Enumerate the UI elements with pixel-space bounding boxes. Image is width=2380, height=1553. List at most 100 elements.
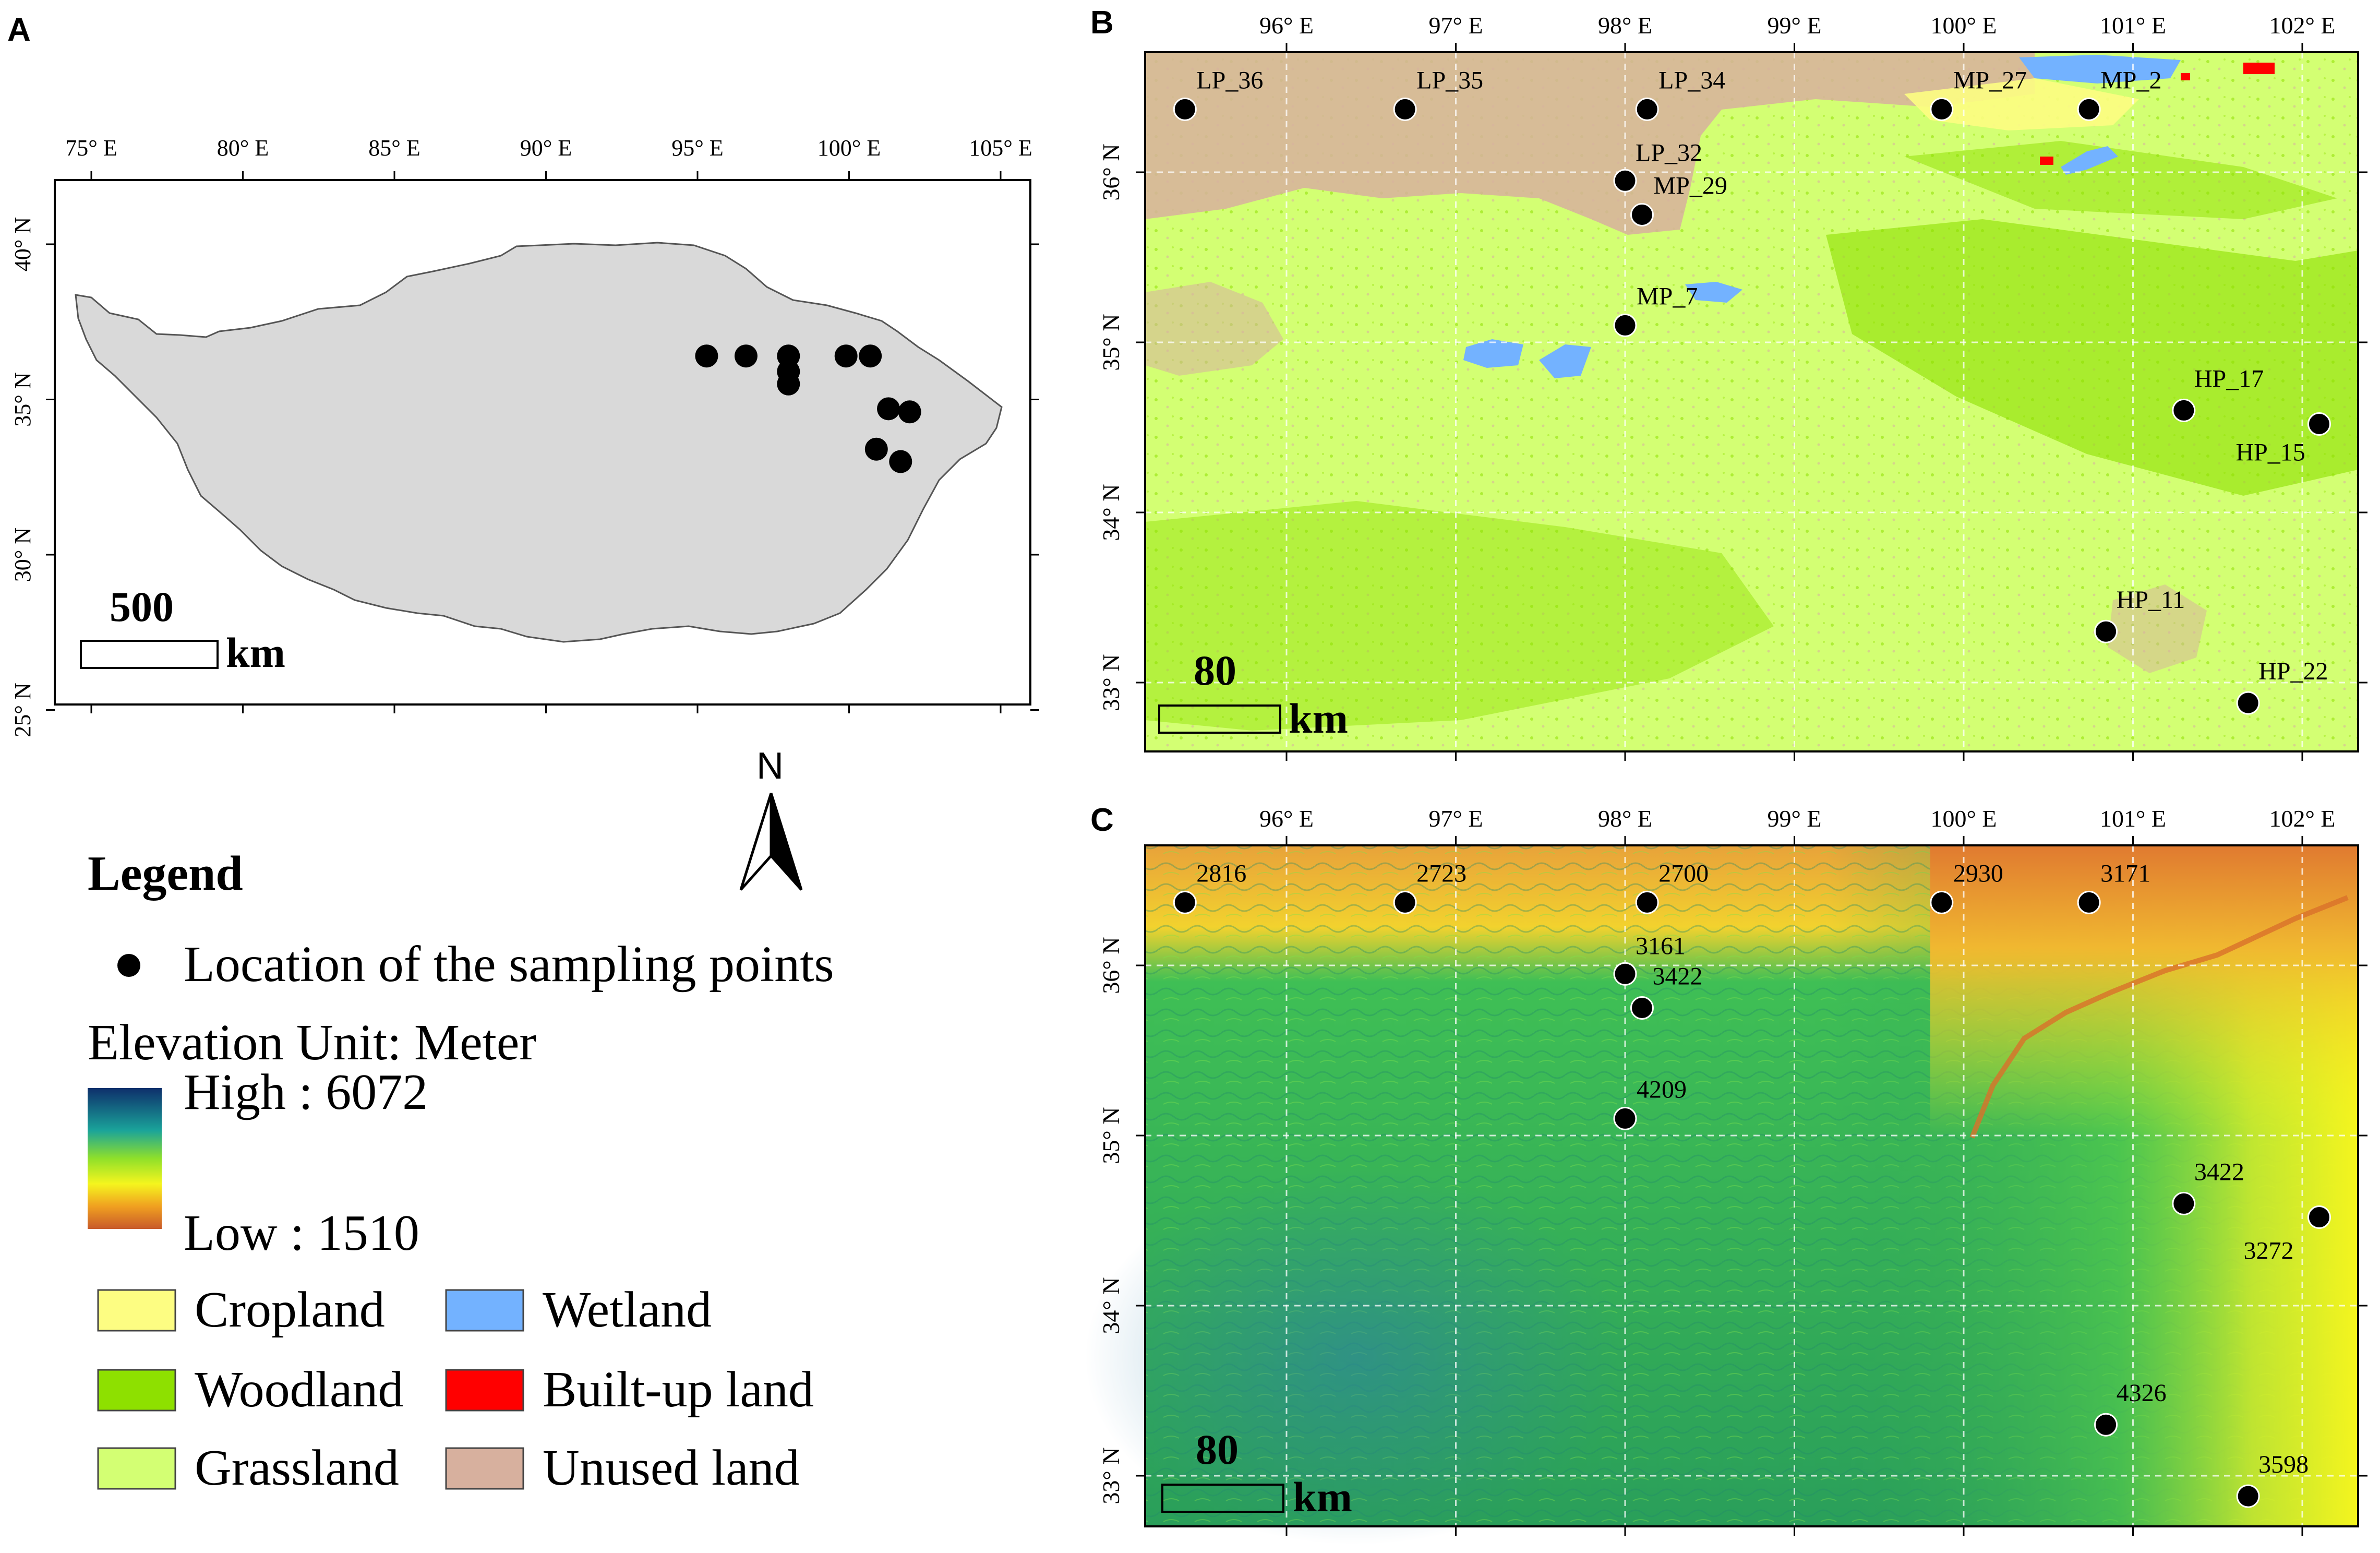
panel-a-scale-unit: km <box>226 629 285 676</box>
woodland-south <box>1145 501 1774 731</box>
panel-a-lat-label: 30° N <box>10 528 35 582</box>
legend-swatch-woodland <box>97 1369 176 1412</box>
panel-b-lat-label: 36° N <box>1098 144 1124 200</box>
legend-swatch-cropland <box>97 1289 176 1332</box>
panel-b-landuse-map: 96° E 97° E 98° E 99° E 100° E 101° E 102° E 36… <box>1098 12 2367 761</box>
panel-c-lat-label: 36° N <box>1098 937 1124 994</box>
panel-c-sampling-point <box>1173 890 1197 914</box>
panel-c-point-label: 3161 <box>1636 932 1686 960</box>
panel-b-point-label: HP_11 <box>2117 586 2185 614</box>
panel-b-axis-ticks: 96° E 97° E 98° E 99° E 100° E 101° E 102° E 36… <box>1098 12 2367 761</box>
panel-a-lon-label: 95° E <box>671 135 723 161</box>
panel-a-lat-label: 35° N <box>10 372 35 426</box>
legend-class-label: Woodland <box>195 1361 403 1418</box>
panel-b-sampling-point <box>1635 97 1659 121</box>
panel-b-sampling-point <box>2094 619 2118 643</box>
panel-b-sampling-point <box>1173 97 1197 121</box>
panel-c-point-label: 3422 <box>2194 1158 2244 1186</box>
panel-c-sampling-point <box>1393 890 1417 914</box>
panel-a-axis-ticks: 75° E 80° E 85° E 90° E 95° E 100° E 105° E 40°… <box>10 135 1039 737</box>
wetland-lake-east <box>1685 282 1742 303</box>
panel-b-point-label: MP_7 <box>1637 282 1698 310</box>
panel-c-lon-label: 101° E <box>2100 805 2166 832</box>
panel-a-lon-label: 85° E <box>368 135 420 161</box>
panel-c-lon-label: 100° E <box>1931 805 1997 832</box>
panel-b-lat-label: 34° N <box>1098 484 1124 541</box>
panel-c-lat-label: 34° N <box>1098 1277 1124 1334</box>
panel-c-lon-label: 99° E <box>1768 805 1822 832</box>
panel-c-sampling-point <box>2094 1413 2118 1437</box>
north-arrow-right-half <box>770 793 803 891</box>
panel-a-lat-label: 40° N <box>10 217 35 271</box>
elevation-color-ramp <box>88 1088 162 1229</box>
panel-a-sampling-point <box>889 450 912 473</box>
panel-b-sampling-point <box>1613 313 1637 337</box>
panel-b-point-label: MP_29 <box>1653 172 1727 200</box>
panel-c-sampling-points: 2816 2723 2700 3161 3422 4209 2930 3171 3422 3272… <box>1173 859 2331 1508</box>
panel-c-sampling-point <box>2307 1205 2331 1229</box>
builtup-patch-3 <box>2181 73 2190 80</box>
panel-b-lon-label: 102° E <box>2269 12 2336 39</box>
panel-c-lon-label: 102° E <box>2269 805 2336 832</box>
panel-a-sampling-point <box>898 400 921 424</box>
panel-b-point-label: LP_36 <box>1196 66 1263 94</box>
panel-b-sampling-point <box>1613 169 1637 193</box>
legend-class-label: Grassland <box>195 1440 399 1496</box>
panel-letter-c: C <box>1090 802 1114 838</box>
panel-a-sampling-point <box>877 397 900 421</box>
legend: Legend Location of the sampling points E… <box>88 846 834 1496</box>
panel-c-sampling-point <box>2077 890 2101 914</box>
panel-c-scale-bar <box>1161 1484 1284 1513</box>
panel-a-sampling-points <box>695 344 921 473</box>
panel-c-point-label: 3422 <box>1652 963 1702 990</box>
panel-c-point-label: 2723 <box>1416 859 1467 887</box>
panel-a-lon-label: 90° E <box>520 135 572 161</box>
panel-c-sampling-point <box>2236 1484 2260 1508</box>
unused-land-west <box>1145 282 1283 376</box>
panel-a-overview-map: 75° E 80° E 85° E 90° E 95° E 100° E 105° E 40°… <box>10 135 1039 737</box>
panel-a-sampling-point <box>734 344 758 368</box>
panel-b-sampling-point <box>1630 203 1654 226</box>
legend-point-label: Location of the sampling points <box>184 936 834 993</box>
panel-b-sampling-point <box>2077 97 2101 121</box>
panel-b-point-label: HP_15 <box>2235 438 2305 466</box>
legend-swatch-unused-land <box>445 1447 524 1490</box>
panel-b-point-label: HP_17 <box>2194 365 2264 392</box>
panel-b-point-label: LP_35 <box>1416 66 1483 94</box>
panel-b-graticule <box>1145 52 2358 751</box>
panel-b-point-label: LP_32 <box>1636 139 1702 166</box>
panel-a-sampling-point <box>864 437 888 461</box>
panel-b-lon-label: 96° E <box>1259 12 1314 39</box>
legend-elevation-high: High : 6072 <box>184 1064 428 1120</box>
panel-c-sampling-point <box>2172 1191 2196 1215</box>
legend-title: Legend <box>88 846 243 901</box>
panel-b-sampling-point <box>1393 97 1417 121</box>
landuse-class-legend: Cropland Wetland Woodland Built-up land Gras… <box>97 1282 814 1496</box>
panel-b-point-label: MP_2 <box>2100 66 2161 94</box>
panel-a-sampling-point <box>834 344 858 368</box>
builtup-patch-1 <box>2243 63 2275 74</box>
panel-c-lat-label: 33° N <box>1098 1447 1124 1504</box>
panel-c-point-label: 3598 <box>2258 1451 2309 1478</box>
plateau-outline <box>75 242 1003 643</box>
panel-a-sampling-point <box>859 344 882 368</box>
panel-c-axis-ticks: 96° E 97° E 98° E 99° E 100° E 101° E 102° E 36… <box>1098 805 2367 1536</box>
panel-c-point-label: 3272 <box>2243 1237 2293 1264</box>
panel-b-scale-unit: km <box>1289 695 1348 742</box>
panel-b-lat-label: 35° N <box>1098 314 1124 371</box>
panel-a-lon-label: 105° E <box>969 135 1032 161</box>
panel-a-scale-bar <box>80 640 219 669</box>
panel-c-scale-unit: km <box>1293 1473 1352 1521</box>
panel-b-lon-label: 97° E <box>1429 12 1483 39</box>
panel-a-sampling-point <box>777 372 800 396</box>
panel-c-point-label: 2930 <box>1953 859 2003 887</box>
panel-a-sampling-point <box>695 344 718 368</box>
legend-class-label: Built-up land <box>543 1361 814 1418</box>
panel-b-sampling-point <box>1930 97 1954 121</box>
unused-land-north <box>1145 52 2035 235</box>
panel-b-lon-label: 99° E <box>1768 12 1822 39</box>
north-arrow: N <box>739 745 803 891</box>
panel-c-point-label: 4326 <box>2117 1379 2167 1407</box>
legend-class-label: Wetland <box>543 1282 712 1338</box>
